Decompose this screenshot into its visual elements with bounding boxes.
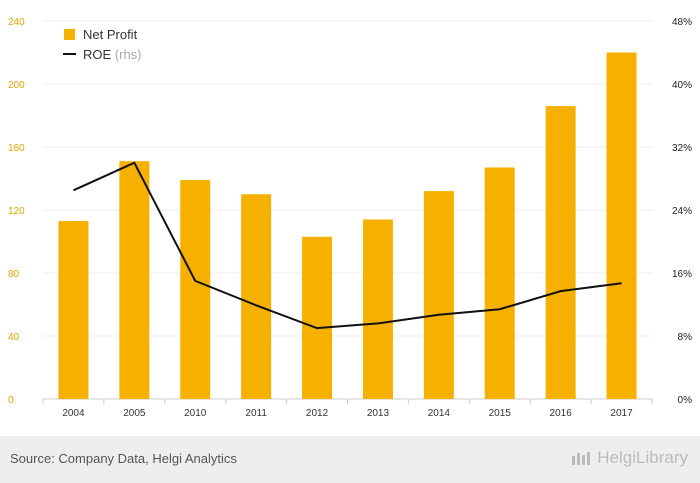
y-right-tick-label: 0%	[678, 395, 693, 406]
source-note: Source: Company Data, Helgi Analytics	[10, 451, 237, 466]
y-axis-left: 0 40 80 120 160 200 240	[8, 17, 25, 406]
line-series	[73, 161, 622, 330]
legend-label-roe: ROE (rhs)	[83, 47, 142, 62]
y-right-tick-label: 24%	[672, 206, 692, 217]
y-axis-right: 0% 8% 16% 24% 32% 40% 48%	[672, 17, 692, 406]
bar-series	[58, 52, 637, 400]
x-tick-label: 2014	[428, 408, 451, 419]
y-right-tick-label: 48%	[672, 17, 692, 28]
helgi-library-logo: HelgiLibrary	[571, 448, 688, 468]
bar	[241, 194, 272, 399]
y-left-tick-label: 160	[8, 143, 25, 154]
y-left-tick-label: 80	[8, 269, 20, 280]
y-left-tick-label: 0	[8, 395, 14, 406]
x-tick-label: 2011	[245, 408, 267, 419]
bar	[362, 219, 393, 399]
logo-text: HelgiLibrary	[597, 448, 688, 467]
y-right-tick-label: 32%	[672, 143, 692, 154]
x-tick-label: 2012	[306, 408, 329, 419]
bar	[180, 180, 211, 399]
bar	[484, 167, 515, 399]
y-right-tick-label: 8%	[678, 332, 693, 343]
bar	[302, 236, 333, 399]
x-tick-label: 2016	[550, 408, 573, 419]
legend: Net Profit ROE (rhs)	[63, 27, 142, 62]
legend-label-net-profit: Net Profit	[83, 27, 138, 42]
bar	[423, 191, 454, 399]
x-tick-label: 2013	[367, 408, 390, 419]
y-right-tick-label: 40%	[672, 80, 692, 91]
y-left-tick-label: 40	[8, 332, 20, 343]
bar	[119, 161, 150, 399]
x-tick-label: 2017	[610, 408, 633, 419]
roe-line	[73, 161, 622, 330]
x-axis: 2004 2005 2010 2011 2012 2013 2014 2015 2016 2017	[42, 399, 653, 419]
y-left-tick-label: 200	[8, 80, 25, 91]
x-tick-label: 2005	[123, 408, 146, 419]
legend-swatch-net-profit	[64, 29, 75, 40]
bar	[58, 221, 89, 399]
y-left-tick-label: 120	[8, 206, 25, 217]
bar	[606, 52, 637, 399]
x-tick-label: 2004	[62, 408, 85, 419]
bar	[545, 106, 576, 400]
x-tick-label: 2010	[184, 408, 207, 419]
y-right-tick-label: 16%	[672, 269, 692, 280]
x-tick-label: 2015	[489, 408, 512, 419]
chart: 2004 2005 2010 2011 2012 2013 2014 2015 2016 2017…	[8, 17, 692, 419]
y-left-tick-label: 240	[8, 17, 25, 28]
library-icon	[572, 452, 591, 465]
